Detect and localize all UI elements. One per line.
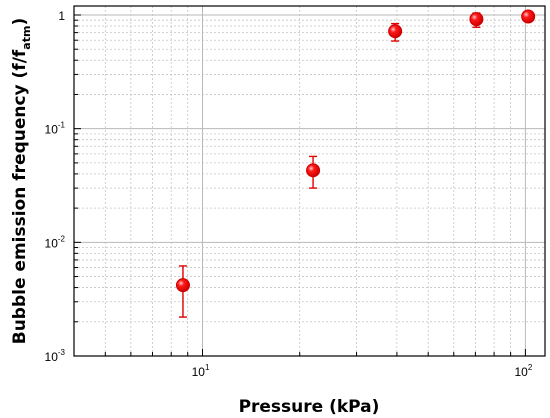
x-tick-label-base: 10 (192, 365, 206, 379)
error-bars (178, 12, 533, 318)
y-tick-label-base: 10 (45, 123, 59, 137)
y-tick-label-base: 10 (45, 236, 59, 250)
x-tick-label-base: 10 (514, 365, 528, 379)
data-point (388, 24, 403, 39)
x-tick-label-exponent: 1 (205, 363, 210, 372)
y-tick-label-exponent: -1 (58, 121, 66, 130)
y-tick-label: 10-3 (45, 348, 66, 364)
y-axis-label-main: Bubble emission frequency (f/f (10, 49, 30, 344)
y-tick-label: 1 (58, 9, 65, 23)
plot-frame (73, 5, 546, 357)
x-tick-label: 101 (192, 363, 210, 379)
y-tick-label-exponent: -3 (58, 348, 66, 357)
y-tick-label-base: 10 (45, 350, 59, 364)
y-tick-label: 10-1 (45, 121, 66, 137)
y-axis-label-subscript: atm (20, 26, 33, 50)
x-tick-label-exponent: 2 (528, 363, 533, 372)
y-axis-label-close: ) (10, 18, 30, 26)
data-point (306, 163, 321, 178)
axis-ticks (73, 14, 526, 357)
grid-lines (73, 6, 545, 357)
x-tick-label: 102 (514, 363, 532, 379)
x-axis-label: Pressure (kPa) (239, 397, 380, 417)
y-axis-label: Bubble emission frequency (f/fatm) (10, 18, 33, 345)
data-point (175, 278, 190, 293)
y-tick-label-exponent: -2 (58, 234, 66, 243)
data-point (469, 12, 484, 27)
data-point (521, 9, 536, 24)
data-markers (175, 9, 536, 293)
y-tick-label-base: 1 (58, 9, 65, 23)
y-tick-label: 10-2 (45, 234, 66, 250)
